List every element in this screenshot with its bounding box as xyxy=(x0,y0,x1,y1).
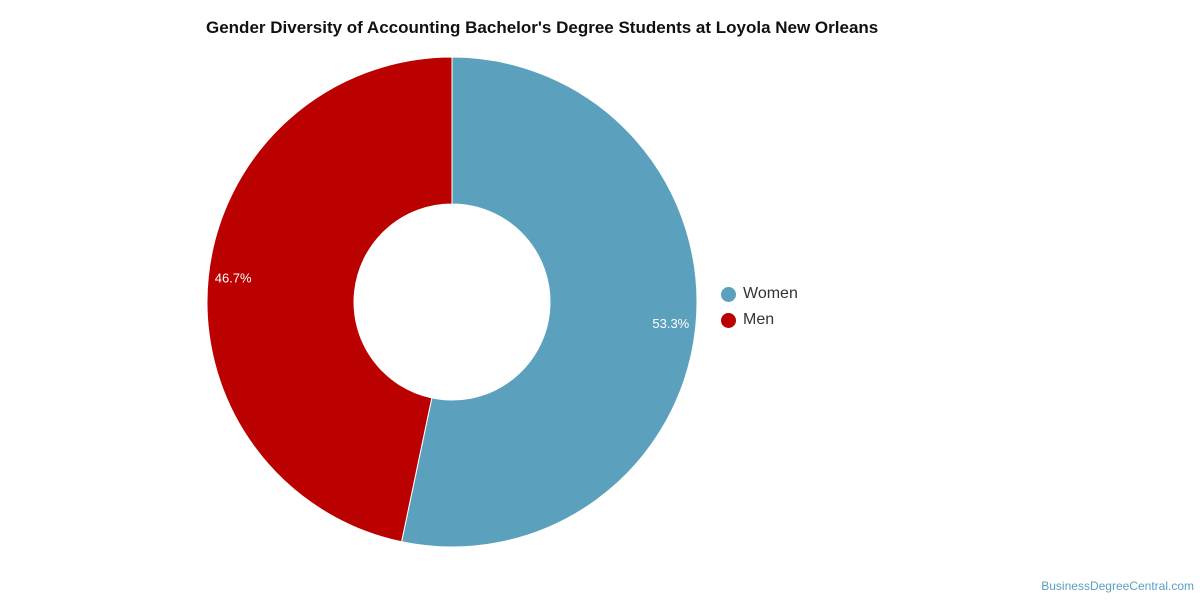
legend-swatch-men xyxy=(721,312,736,328)
site-watermark[interactable]: BusinessDegreeCentral.com xyxy=(1041,579,1194,593)
data-label-men: 46.7% xyxy=(215,271,252,286)
legend-item-women[interactable]: Women xyxy=(721,281,798,307)
data-label-women: 53.3% xyxy=(652,316,689,331)
donut-slice-women[interactable] xyxy=(400,56,698,548)
chart-title: Gender Diversity of Accounting Bachelor'… xyxy=(206,18,879,37)
chart-legend: Women Men xyxy=(721,281,798,333)
donut-slice-men[interactable] xyxy=(206,56,453,543)
legend-label-women: Women xyxy=(743,285,798,302)
legend-item-men[interactable]: Men xyxy=(721,307,798,333)
legend-label-men: Men xyxy=(743,311,775,328)
legend-swatch-women xyxy=(721,286,736,302)
